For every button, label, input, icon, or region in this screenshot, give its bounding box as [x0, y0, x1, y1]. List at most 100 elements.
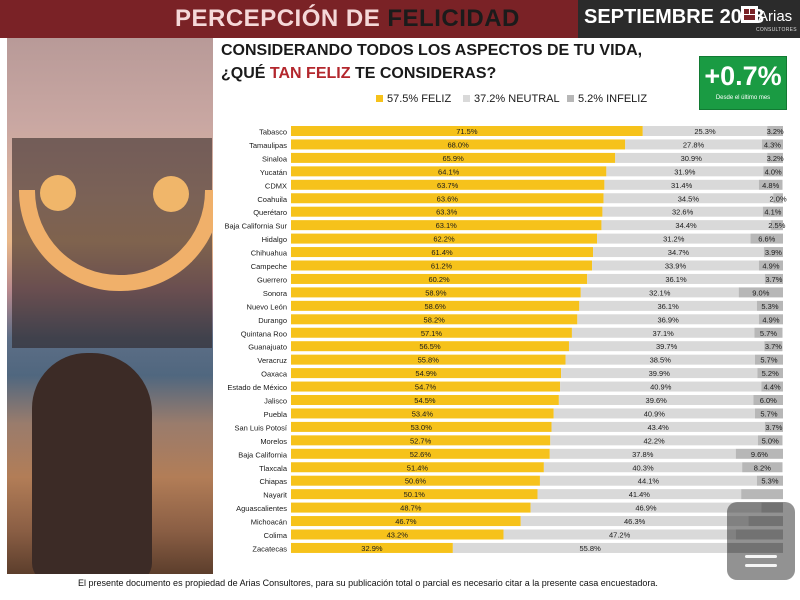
bar-neutral — [615, 152, 768, 163]
legend-label-infeliz: 5.2% INFELIZ — [578, 93, 648, 105]
data-label-feliz: 54.7% — [415, 383, 437, 392]
category-label: CDMX — [265, 181, 287, 190]
bar-infeliz — [762, 206, 783, 217]
bar-feliz — [291, 220, 602, 231]
category-label: Nuevo León — [247, 302, 287, 311]
category-label: Quintana Roo — [241, 329, 287, 338]
category-label: Veracruz — [257, 356, 287, 365]
data-label-feliz: 58.2% — [424, 315, 446, 324]
bar-neutral — [580, 287, 739, 298]
data-label-feliz: 63.6% — [437, 194, 459, 203]
data-label-neutral: 34.7% — [668, 248, 690, 257]
data-label-neutral: 30.9% — [681, 154, 703, 163]
category-label: Baja California — [238, 450, 288, 459]
bar-feliz — [291, 152, 616, 163]
category-label: Chihuahua — [251, 249, 288, 258]
data-label-feliz: 58.6% — [425, 302, 447, 311]
bar-neutral — [593, 247, 764, 258]
bar-neutral — [520, 516, 749, 527]
data-label-feliz: 63.3% — [436, 208, 458, 217]
hand-silhouette — [32, 353, 152, 574]
bar-feliz — [291, 287, 581, 298]
category-label: Guerrero — [257, 275, 287, 284]
bar-feliz — [291, 395, 559, 405]
data-label-feliz: 63.7% — [437, 181, 459, 190]
question-accent: TAN FELIZ — [269, 65, 351, 82]
legend-neutral: 37.2% NEUTRAL — [463, 93, 560, 105]
bar-infeliz — [753, 395, 783, 405]
scroll-handle-line — [745, 564, 777, 567]
bar-feliz — [291, 314, 578, 325]
legend-swatch-feliz — [376, 95, 383, 102]
data-label-infeliz: 4.1% — [764, 208, 781, 217]
data-label-infeliz: 5.0% — [762, 436, 779, 445]
bar-feliz — [291, 408, 554, 419]
bar-infeliz — [761, 381, 783, 392]
data-label-neutral: 34.4% — [675, 221, 697, 230]
data-label-infeliz: 5.7% — [760, 356, 777, 365]
data-label-feliz: 52.7% — [410, 436, 432, 445]
logo-subtext: CONSULTORES — [756, 27, 797, 33]
category-label: Tabasco — [259, 128, 287, 137]
scroll-handle-icon[interactable] — [727, 502, 795, 580]
bar-infeliz — [767, 126, 783, 136]
legend-label-feliz: 57.5% FELIZ — [387, 93, 452, 105]
data-label-neutral: 39.9% — [649, 369, 671, 378]
bar-feliz — [291, 179, 605, 190]
data-label-feliz: 64.1% — [438, 167, 460, 176]
bar-neutral — [565, 354, 755, 365]
category-label: San Luis Potosí — [234, 423, 287, 432]
bar-infeliz — [773, 193, 783, 204]
bar-feliz — [291, 448, 550, 459]
category-label: Zacatecas — [252, 544, 287, 553]
bar-infeliz — [754, 327, 783, 338]
data-label-neutral: 38.5% — [650, 356, 672, 365]
bar-feliz — [291, 475, 540, 486]
data-label-feliz: 60.2% — [428, 275, 450, 284]
data-label-feliz: 71.5% — [456, 127, 478, 136]
bar-neutral — [568, 341, 765, 352]
bar-neutral — [561, 368, 758, 379]
bar-infeliz — [738, 287, 783, 298]
bar-neutral — [537, 489, 742, 500]
data-label-feliz: 50.6% — [405, 477, 427, 486]
category-label: Nayarit — [263, 491, 288, 500]
bar-neutral — [625, 139, 762, 150]
data-label-feliz: 46.7% — [395, 517, 417, 526]
data-label-neutral: 46.3% — [624, 517, 646, 526]
data-label-feliz: 65.9% — [442, 154, 464, 163]
bar-infeliz — [757, 368, 783, 379]
bar-neutral — [539, 475, 757, 486]
data-label-neutral: 34.5% — [678, 194, 700, 203]
data-label-neutral: 44.1% — [638, 477, 660, 486]
bar-neutral — [530, 502, 762, 513]
bar-feliz — [291, 300, 580, 311]
bar-feliz — [291, 233, 598, 244]
bar-feliz — [291, 139, 626, 150]
bar-infeliz — [742, 462, 783, 473]
category-label: Sinaloa — [262, 154, 288, 163]
data-label-infeliz: 5.7% — [760, 409, 777, 418]
bar-infeliz — [764, 421, 783, 432]
data-label-neutral: 36.9% — [657, 315, 679, 324]
bar-neutral — [597, 233, 751, 244]
data-label-neutral: 40.9% — [644, 409, 666, 418]
question-line2-post: TE CONSIDERAS? — [354, 65, 497, 82]
title-part2: FELICIDAD — [387, 5, 520, 32]
bar-neutral — [452, 542, 728, 553]
category-label: Puebla — [264, 410, 288, 419]
bar-infeliz — [764, 341, 783, 352]
bar-feliz — [291, 166, 607, 177]
arias-logo-icon — [741, 6, 758, 23]
change-badge: +0.7% Desde el último mes — [699, 56, 787, 110]
category-label: Baja California Sur — [224, 222, 287, 231]
data-label-feliz: 58.9% — [425, 288, 447, 297]
change-value: +0.7% — [704, 61, 782, 91]
data-label-neutral: 31.2% — [663, 235, 685, 244]
data-label-feliz: 61.4% — [431, 248, 453, 257]
data-label-infeliz: 5.7% — [760, 329, 777, 338]
bar-neutral — [560, 381, 762, 392]
data-label-infeliz: 9.6% — [751, 450, 768, 459]
data-label-neutral: 42.2% — [643, 436, 665, 445]
category-label: Sonora — [263, 289, 288, 298]
